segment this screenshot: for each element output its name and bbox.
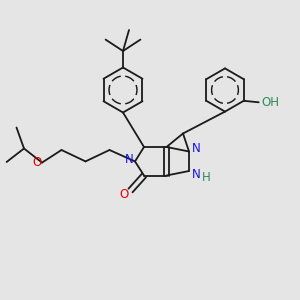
Text: O: O: [32, 156, 41, 169]
Text: H: H: [202, 171, 211, 184]
Text: N: N: [192, 142, 201, 155]
Text: O: O: [119, 188, 128, 202]
Text: N: N: [125, 153, 134, 167]
Text: N: N: [192, 167, 201, 181]
Text: OH: OH: [262, 96, 280, 109]
